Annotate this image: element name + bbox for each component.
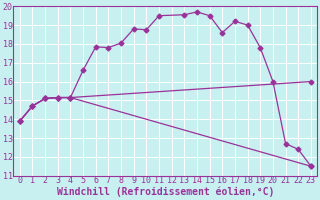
- X-axis label: Windchill (Refroidissement éolien,°C): Windchill (Refroidissement éolien,°C): [57, 187, 274, 197]
